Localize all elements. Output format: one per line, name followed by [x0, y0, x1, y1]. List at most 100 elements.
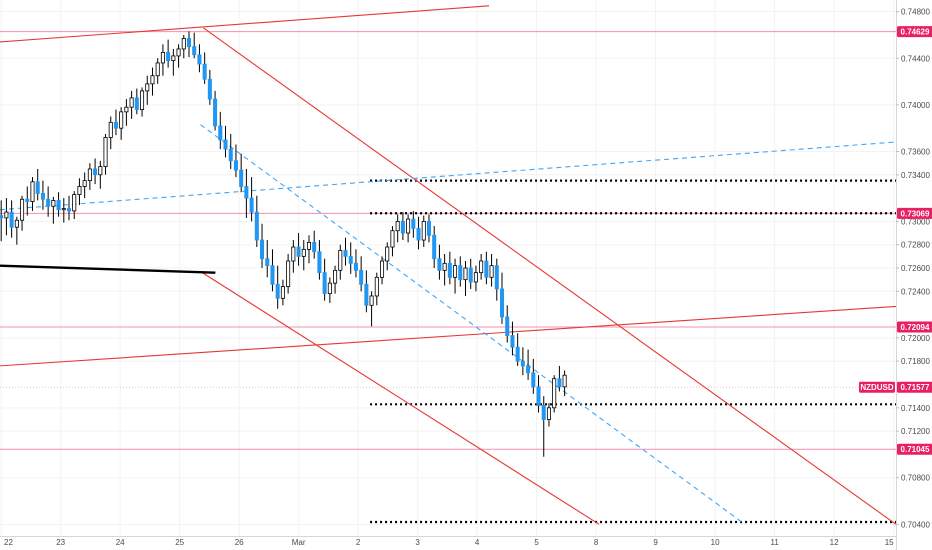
candle[interactable] — [442, 262, 447, 271]
red-trendline[interactable] — [200, 271, 600, 525]
candle[interactable] — [72, 194, 77, 212]
candle[interactable] — [140, 90, 145, 110]
candle[interactable] — [327, 282, 332, 295]
candle[interactable] — [353, 262, 358, 271]
candle[interactable] — [244, 186, 249, 199]
candle[interactable] — [432, 234, 437, 260]
candle[interactable] — [93, 168, 98, 176]
candle[interactable] — [473, 272, 478, 283]
candle[interactable] — [160, 52, 165, 64]
candle[interactable] — [233, 160, 238, 171]
candle[interactable] — [306, 241, 312, 250]
candle[interactable] — [426, 220, 431, 236]
candle[interactable] — [35, 181, 40, 194]
candle[interactable] — [129, 97, 134, 108]
candle[interactable] — [447, 262, 452, 278]
candle[interactable] — [82, 180, 87, 187]
red-trendline[interactable] — [0, 5, 490, 43]
candle[interactable] — [479, 260, 484, 274]
candle[interactable] — [270, 265, 275, 285]
candle[interactable] — [421, 220, 426, 241]
candle[interactable] — [546, 407, 551, 420]
candle[interactable] — [317, 251, 322, 274]
candle[interactable] — [213, 98, 218, 127]
price-axis-panel[interactable] — [896, 0, 932, 550]
candle[interactable] — [437, 258, 442, 271]
candle[interactable] — [20, 198, 25, 221]
candle[interactable] — [260, 239, 265, 260]
dashed-trendline[interactable] — [0, 141, 894, 211]
candle[interactable] — [416, 227, 421, 241]
candle[interactable] — [150, 75, 155, 85]
candle[interactable] — [77, 186, 82, 195]
candle[interactable] — [249, 197, 254, 213]
candle[interactable] — [4, 211, 9, 219]
candle[interactable] — [119, 111, 124, 129]
candle[interactable] — [541, 405, 546, 420]
candle[interactable] — [406, 218, 411, 234]
candle[interactable] — [380, 260, 385, 278]
candle[interactable] — [369, 295, 374, 306]
candle[interactable] — [145, 83, 150, 92]
time-axis-panel[interactable] — [0, 536, 896, 550]
candle[interactable] — [364, 283, 369, 306]
candle[interactable] — [134, 97, 139, 110]
candle[interactable] — [66, 208, 72, 212]
candle[interactable] — [166, 52, 171, 61]
candle[interactable] — [30, 181, 35, 202]
candle[interactable] — [395, 220, 400, 232]
candle[interactable] — [374, 276, 379, 297]
candle[interactable] — [484, 260, 489, 278]
candle[interactable] — [0, 215, 4, 219]
candle[interactable] — [536, 386, 541, 406]
candle[interactable] — [458, 265, 463, 281]
candle[interactable] — [359, 269, 364, 285]
candle[interactable] — [301, 248, 306, 257]
candle[interactable] — [197, 54, 202, 65]
candle[interactable] — [385, 246, 390, 262]
candle[interactable] — [552, 378, 557, 409]
red-trendline[interactable] — [203, 27, 897, 525]
candle[interactable] — [207, 78, 212, 100]
black-trendline[interactable] — [0, 264, 216, 274]
candle[interactable] — [520, 360, 525, 367]
candle[interactable] — [296, 246, 301, 257]
candle[interactable] — [333, 269, 338, 284]
candle[interactable] — [51, 200, 56, 207]
candle[interactable] — [531, 372, 536, 388]
candle[interactable] — [40, 193, 45, 200]
candle[interactable] — [505, 316, 510, 336]
candle[interactable] — [155, 62, 160, 77]
candle[interactable] — [61, 208, 66, 211]
candle[interactable] — [526, 365, 531, 374]
candle[interactable] — [494, 265, 499, 290]
candle[interactable] — [400, 220, 405, 234]
candle[interactable] — [202, 63, 207, 80]
candle[interactable] — [286, 260, 291, 288]
candle[interactable] — [411, 218, 416, 229]
candle[interactable] — [124, 106, 129, 113]
candle[interactable] — [557, 378, 562, 388]
candle[interactable] — [348, 255, 353, 264]
candle[interactable] — [291, 246, 296, 262]
candle[interactable] — [181, 38, 186, 50]
candle[interactable] — [171, 55, 176, 61]
candle[interactable] — [223, 139, 228, 150]
candle[interactable] — [265, 258, 270, 267]
candle[interactable] — [192, 46, 197, 56]
candle[interactable] — [87, 168, 92, 182]
candle[interactable] — [14, 219, 19, 228]
candle[interactable] — [254, 211, 259, 241]
candle[interactable] — [176, 48, 181, 57]
candle[interactable] — [489, 265, 494, 278]
candle[interactable] — [56, 200, 61, 211]
candle[interactable] — [46, 198, 51, 207]
candle[interactable] — [463, 267, 468, 281]
candle[interactable] — [9, 211, 14, 228]
dashed-trendline[interactable] — [200, 124, 746, 525]
candle[interactable] — [515, 346, 520, 362]
candle[interactable] — [275, 283, 280, 299]
candle[interactable] — [468, 267, 473, 283]
candle[interactable] — [108, 121, 113, 138]
candle[interactable] — [25, 198, 30, 202]
